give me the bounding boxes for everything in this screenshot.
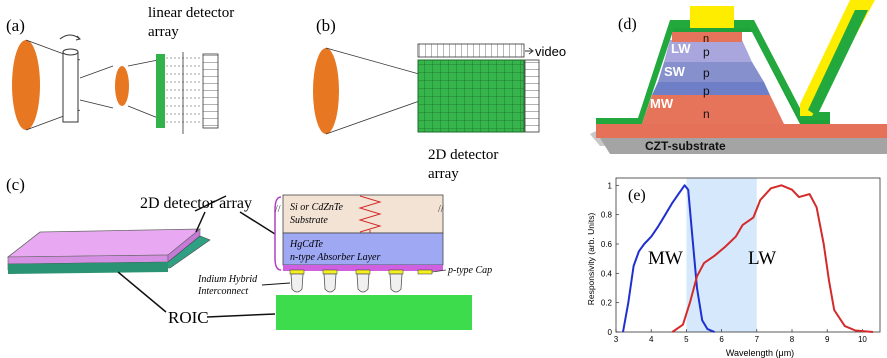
panel-b-2d-array <box>417 59 525 133</box>
panel-b: (b) video 2D detector array <box>313 16 566 182</box>
x-tick-label: 8 <box>790 335 795 344</box>
panel-c-roic-label: ROIC <box>168 308 209 327</box>
panel-a-small-lens <box>115 66 129 106</box>
panel-d-substrate-label: CZT-substrate <box>645 139 726 153</box>
panel-e-lw-label: LW <box>748 248 776 269</box>
series-line-lw <box>671 184 874 333</box>
panel-b-lens <box>313 48 339 134</box>
panel-c-indium-bumps <box>290 273 403 293</box>
panel-d-lw-type: p <box>703 45 710 59</box>
panel-d-tag: (d) <box>618 16 637 33</box>
panel-e-plot-frame <box>615 177 881 333</box>
panel-e-x-ticks: 3 4 5 6 7 8 9 10 <box>614 329 867 344</box>
panel-d-top-contact <box>690 6 734 28</box>
series-line-mw <box>622 184 715 333</box>
panel-c-indium-line1: Indium Hybrid <box>197 274 258 285</box>
panel-c: (c) 2D detector array Si or CdZnTe Subst… <box>6 175 492 330</box>
x-tick-label: 4 <box>649 335 654 344</box>
y-tick-label: 0.8 <box>601 211 613 220</box>
panel-b-side-readout <box>524 59 540 133</box>
panel-c-cap-layer <box>283 265 443 271</box>
panel-b-caption-line1: 2D detector <box>428 147 498 163</box>
panel-a: (a) linear detector array <box>6 5 234 134</box>
panel-c-cap-label: p-type Cap <box>447 265 492 276</box>
panel-c-array-label: 2D detector array <box>140 195 252 212</box>
panel-e-chart: 3 4 5 6 7 8 9 10 0 0.2 0.4 0.6 0.8 1 Wavelength (μm)… <box>580 168 887 358</box>
panel-d-sw-label: SW <box>664 64 686 79</box>
panel-d-mw-label: MW <box>650 96 674 111</box>
x-tick-label: 7 <box>755 335 760 344</box>
panel-a-linear-array <box>156 54 165 128</box>
panel-e-x-axis-label: Wavelength (μm) <box>726 348 794 358</box>
y-tick-label: 0 <box>608 328 613 337</box>
panel-c-tag: (c) <box>6 175 25 194</box>
panel-d: CZT-substrate (d) n LW p SW p MW p n <box>587 0 887 160</box>
panel-d-bottom-type: n <box>703 107 710 121</box>
panel-c-absorber-line1: HgCdTe <box>289 239 324 250</box>
panel-a-lens <box>12 40 40 130</box>
svg-text://: // <box>438 204 444 215</box>
x-tick-label: 9 <box>825 335 830 344</box>
x-tick-label: 6 <box>719 335 724 344</box>
panel-b-video-label: video <box>535 44 566 59</box>
panel-e-mw-label: MW <box>648 248 683 269</box>
panel-c-absorber <box>282 232 444 266</box>
panel-c-roic-block <box>276 295 472 330</box>
panel-d-top-type: n <box>703 33 709 45</box>
panel-c-substrate-line1: Si or CdZnTe <box>290 202 344 213</box>
panel-d-mw-type: p <box>703 84 710 98</box>
panel-d-substrate <box>596 124 887 138</box>
x-tick-label: 5 <box>684 335 689 344</box>
y-tick-label: 0.2 <box>601 299 613 308</box>
y-tick-label: 0.4 <box>601 269 613 278</box>
panel-d-layer-mw <box>652 82 770 95</box>
panel-a-caption-line2: array <box>148 24 179 40</box>
panel-a-tag: (a) <box>6 16 25 35</box>
panel-b-caption-line2: array <box>428 166 459 182</box>
panel-d-layer-sw <box>658 62 764 82</box>
x-tick-label: 10 <box>858 335 867 344</box>
y-tick-label: 0.6 <box>601 240 613 249</box>
panel-b-tag: (b) <box>316 16 336 35</box>
rotation-arrow-icon <box>59 34 81 40</box>
panel-a-readout <box>202 53 219 129</box>
panel-b-top-readout <box>417 43 525 58</box>
panel-d-layer-n-bottom <box>642 95 784 124</box>
panel-c-photon-wave <box>358 195 382 233</box>
panel-a-caption-line1: linear detector <box>148 5 234 21</box>
panel-c-indium-line2: Interconnect <box>197 286 248 297</box>
panel-d-sw-type: p <box>703 66 710 80</box>
panel-d-layer-lw <box>664 40 752 62</box>
svg-text://: // <box>275 204 281 215</box>
panel-e-shaded-band <box>686 178 757 332</box>
panel-e-tag: (e) <box>628 187 646 204</box>
panel-a-rotating-mirror <box>62 51 79 123</box>
panel-c-substrate <box>282 194 444 234</box>
panel-d-lw-label: LW <box>671 41 691 56</box>
panel-c-substrate-line2: Substrate <box>290 215 328 226</box>
x-tick-label: 3 <box>614 335 619 344</box>
y-tick-label: 1 <box>608 181 613 190</box>
panel-e-y-axis-label: Responsivity (arb. Units) <box>586 213 596 306</box>
panel-e-y-ticks: 0 0.2 0.4 0.6 0.8 1 <box>601 181 619 337</box>
panel-c-absorber-line2: n-type Absorber Layer <box>290 252 380 263</box>
panel-e-series <box>622 184 874 333</box>
